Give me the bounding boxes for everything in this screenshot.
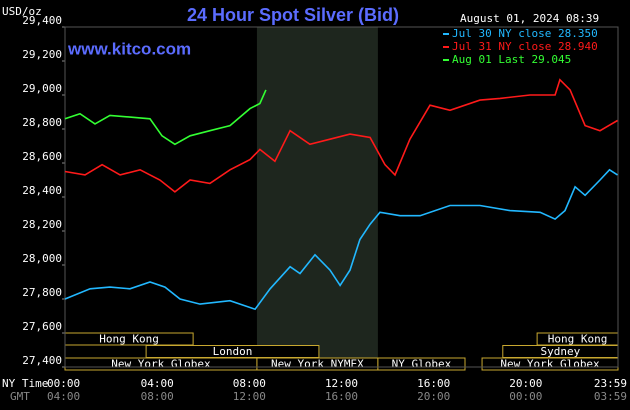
y-tick-label: 29,000 [22,82,62,95]
session-label: Hong Kong [548,333,608,346]
session-label: New York NYMEX [271,358,364,371]
gmt-tick-label: 12:00 [233,390,266,403]
gmt-tick-label: 00:00 [509,390,542,403]
x-tick-label: 16:00 [417,377,450,390]
x-tick-label: 04:00 [141,377,174,390]
y-tick-label: 28,400 [22,184,62,197]
legend-label: Jul 31 NY close 28.940 [452,40,598,53]
gmt-tick-label: 04:00 [47,390,80,403]
y-tick-label: 28,200 [22,218,62,231]
chart-title: 24 Hour Spot Silver (Bid) [187,5,399,25]
x-tick-label: 12:00 [325,377,358,390]
session-label: NY Globex [392,358,452,371]
legend-label: Aug 01 Last 29.045 [452,53,571,66]
x-tick-label: 08:00 [233,377,266,390]
y-axis-label: USD/oz [2,5,42,18]
y-tick-label: 28,600 [22,150,62,163]
session-label: London [213,345,253,358]
gmt-tick-label: 08:00 [141,390,174,403]
gmt-tick-label: 16:00 [325,390,358,403]
session-label: Hong Kong [99,333,159,346]
session-label: New York Globex [111,358,211,371]
y-tick-label: 27,600 [22,320,62,333]
y-tick-label: 27,400 [22,354,62,367]
row-label: GMT [10,390,30,403]
y-tick-label: 29,200 [22,48,62,61]
gmt-tick-label: 20:00 [417,390,450,403]
y-tick-label: 28,000 [22,252,62,265]
y-tick-label: 28,800 [22,116,62,129]
session-label: New York Globex [500,358,600,371]
y-tick-label: 29,400 [22,14,62,27]
series-line [64,89,267,146]
shaded-region [256,27,378,367]
gmt-tick-label: 03:59 [594,390,627,403]
legend-label: Jul 30 NY close 28.350 [452,27,598,40]
series-line [64,168,618,311]
timestamp: August 01, 2024 08:39 [460,12,599,25]
plot-frame [64,26,619,368]
session-label: Sydney [541,345,581,358]
site-label: www.kitco.com [67,39,191,58]
series-line [64,78,618,193]
x-tick-label: 20:00 [509,377,542,390]
x-tick-label: 23:59 [594,377,627,390]
x-tick-label: 00:00 [47,377,80,390]
row-label: NY Time [2,377,48,390]
y-tick-label: 27,800 [22,286,62,299]
